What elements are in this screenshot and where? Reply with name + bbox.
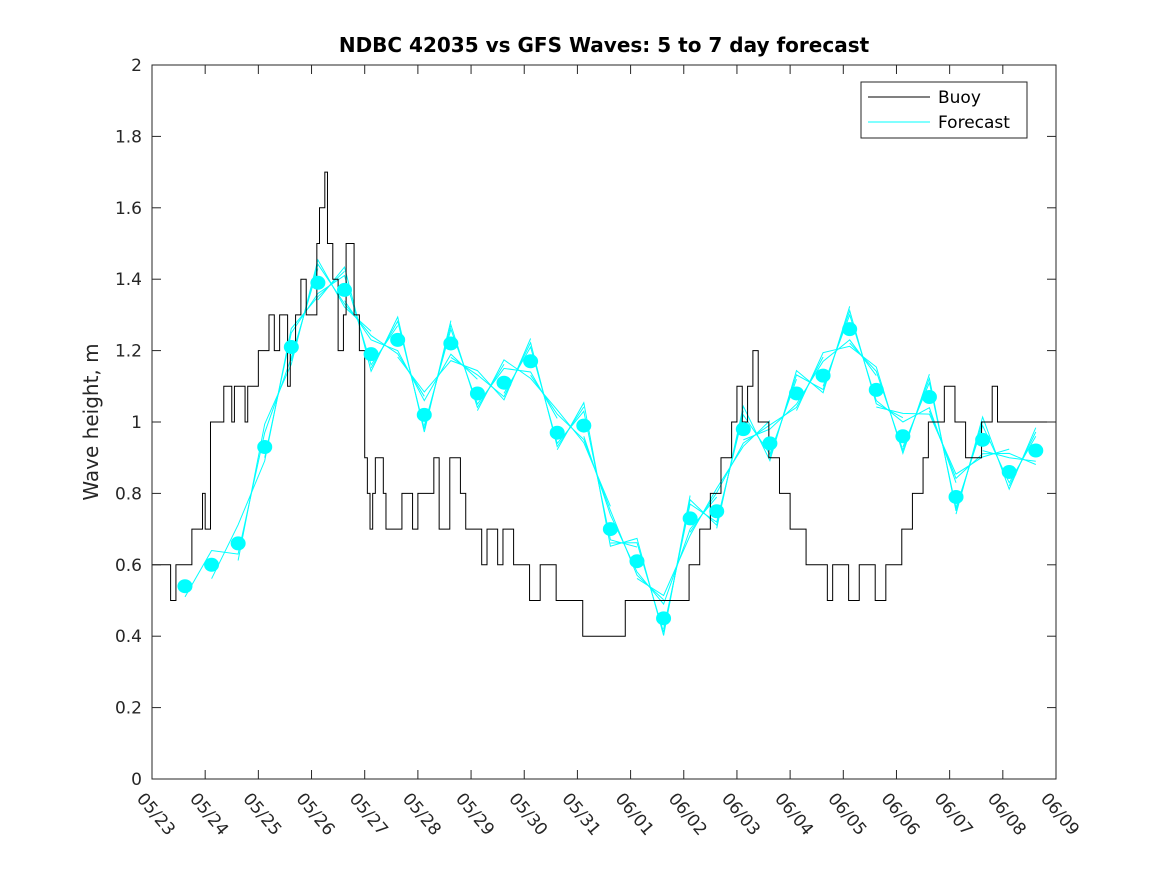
forecast-marker xyxy=(177,579,193,594)
forecast-marker xyxy=(204,557,220,572)
forecast-marker xyxy=(682,511,698,526)
forecast-marker xyxy=(895,429,911,444)
y-axis-label: Wave height, m xyxy=(79,343,103,500)
forecast-marker xyxy=(443,336,459,351)
forecast-marker xyxy=(576,418,592,433)
y-tick-label: 2 xyxy=(131,56,142,76)
y-tick-label: 1.2 xyxy=(115,342,142,362)
forecast-marker xyxy=(815,368,831,383)
forecast-marker xyxy=(496,375,512,390)
buoy-series xyxy=(152,171,1056,637)
y-tick-label: 0.4 xyxy=(115,627,142,647)
forecast-marker xyxy=(602,522,618,537)
forecast-marker xyxy=(416,407,432,422)
forecast-marker xyxy=(1028,443,1044,458)
y-tick-label: 1 xyxy=(131,413,142,433)
forecast-marker xyxy=(283,340,299,355)
y-tick-label: 0 xyxy=(131,770,142,790)
forecast-run-line xyxy=(928,410,1036,480)
forecast-marker xyxy=(842,322,858,337)
forecast-marker xyxy=(788,386,804,401)
legend: Buoy Forecast xyxy=(860,81,1028,139)
forecast-marker xyxy=(523,354,539,369)
y-tick-label: 0.6 xyxy=(115,556,142,576)
forecast-marker xyxy=(629,554,645,569)
forecast-marker xyxy=(1001,464,1017,479)
forecast-marker xyxy=(948,489,964,504)
forecast-marker xyxy=(735,422,751,437)
y-axis: 0 0.2 0.4 0.6 0.8 1 1.2 1.4 1.6 1.8 2 xyxy=(115,56,1056,790)
forecast-markers xyxy=(177,275,1044,626)
plot-area xyxy=(152,65,1056,779)
y-tick-label: 0.8 xyxy=(115,484,142,504)
legend-forecast-label: Forecast xyxy=(938,113,1010,133)
forecast-marker xyxy=(257,439,273,454)
forecast-marker xyxy=(336,282,352,297)
forecast-marker xyxy=(709,504,725,519)
y-tick-label: 0.2 xyxy=(115,699,142,719)
y-tick-label: 1.8 xyxy=(115,127,142,147)
forecast-marker xyxy=(762,436,778,451)
forecast-marker xyxy=(230,536,246,551)
forecast-marker xyxy=(868,382,884,397)
forecast-marker xyxy=(363,347,379,362)
legend-buoy-label: Buoy xyxy=(938,88,981,108)
y-tick-label: 1.4 xyxy=(115,270,142,290)
chart-title: NDBC 42035 vs GFS Waves: 5 to 7 day fore… xyxy=(339,33,870,57)
forecast-run-line xyxy=(982,450,1036,462)
forecast-marker xyxy=(469,386,485,401)
forecast-marker xyxy=(656,611,672,626)
forecast-marker xyxy=(549,425,565,440)
forecast-marker xyxy=(310,275,326,290)
forecast-marker xyxy=(390,332,406,347)
forecast-marker xyxy=(975,432,991,447)
forecast-marker xyxy=(921,390,937,405)
buoy-line xyxy=(152,171,1056,637)
legend-box xyxy=(860,81,1028,139)
y-tick-label: 1.6 xyxy=(115,199,142,219)
